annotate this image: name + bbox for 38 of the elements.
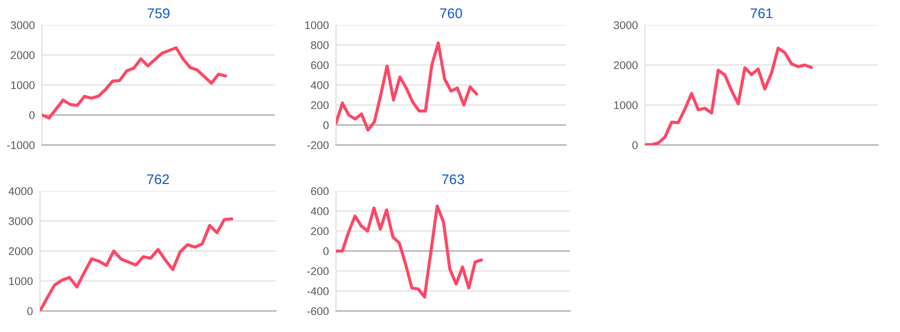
y-tick-label: 0 — [323, 121, 329, 130]
line-series — [42, 46, 228, 120]
y-tick-label: -1000 — [7, 141, 35, 150]
y-tick-label: 2000 — [10, 51, 35, 60]
chart-title: 759 — [148, 8, 170, 18]
y-tick-label: -200 — [307, 267, 329, 276]
y-tick-label: 2000 — [8, 247, 33, 256]
y-tick-label: 3000 — [614, 21, 638, 30]
y-tick-label: 1000 — [614, 101, 638, 110]
y-tick-label: 200 — [311, 101, 329, 110]
y-tick-label: -600 — [307, 307, 329, 316]
y-tick-label: 1000 — [11, 81, 35, 90]
line-series — [336, 204, 483, 299]
chart-title: 762 — [147, 174, 169, 184]
y-tick-label: 800 — [311, 41, 329, 50]
y-tick-label: 0 — [323, 247, 329, 256]
y-tick-label: 400 — [310, 81, 329, 90]
y-tick-label: 4000 — [8, 187, 33, 196]
line-series — [336, 41, 478, 132]
y-tick-label: -400 — [307, 287, 329, 296]
y-tick-label: 1000 — [305, 21, 329, 30]
y-tick-label: 2000 — [614, 61, 638, 70]
y-tick-label: 1000 — [9, 277, 33, 286]
y-tick-label: 3000 — [10, 21, 35, 30]
y-tick-label: 400 — [310, 207, 329, 216]
y-tick-label: 3000 — [8, 217, 33, 226]
y-tick-label: 0 — [29, 111, 35, 120]
line-series — [645, 46, 813, 145]
y-tick-label: 0 — [27, 307, 33, 316]
y-tick-label: 600 — [311, 187, 329, 196]
y-tick-label: 600 — [311, 61, 329, 70]
chart-title: 760 — [440, 8, 462, 18]
chart-title: 763 — [442, 174, 464, 184]
chart-title: 761 — [750, 8, 772, 18]
y-tick-label: -200 — [307, 141, 329, 150]
y-tick-label: 200 — [311, 227, 329, 236]
y-tick-label: 0 — [632, 141, 638, 150]
line-series — [40, 217, 234, 311]
